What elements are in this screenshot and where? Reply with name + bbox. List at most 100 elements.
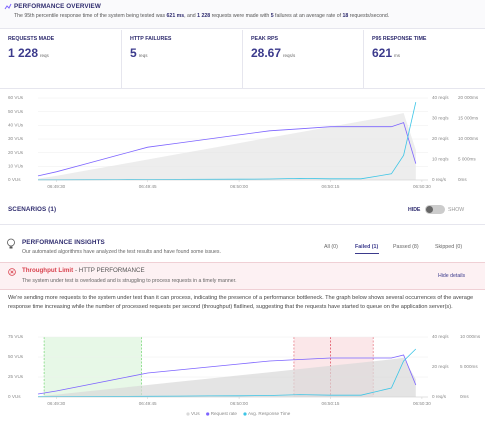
x-tick-label: 06:49:45	[139, 401, 157, 406]
y2-tick-label: 0 req/s	[432, 177, 447, 182]
series-line	[37, 348, 417, 398]
y2-tick-label: 20 req/s	[432, 136, 449, 141]
toggle[interactable]	[425, 205, 445, 214]
legend-label: Avg. Response Time	[248, 411, 291, 416]
overview-title: PERFORMANCE OVERVIEW	[14, 3, 101, 10]
description-text: failures at an average rate of	[273, 13, 343, 19]
y2-tick-label: 40 req/s	[432, 95, 449, 100]
legend-label: VUs	[191, 411, 200, 416]
value: 1 228	[8, 46, 39, 60]
unit: reqs/s	[283, 53, 296, 58]
y2-tick-label: 10 req/s	[432, 157, 449, 162]
metric-label: HTTP FAILURES	[130, 36, 172, 42]
y-tick-label: 10 VUs	[8, 164, 24, 169]
divider	[0, 88, 485, 89]
metric-label: PEAK RPS	[251, 36, 279, 42]
hide-details[interactable]: Hide details	[438, 273, 466, 279]
description-text: requests/second.	[348, 13, 390, 19]
legend-swatch	[186, 412, 190, 416]
issue-heading: Throughput Limit - HTTP PERFORMANCE	[22, 267, 145, 274]
issue-icon	[8, 268, 16, 276]
metric-card: PEAK RPS 28.67 reqs/s	[242, 30, 363, 88]
series-line	[37, 122, 417, 177]
metric-label: REQUESTS MADE	[8, 36, 55, 42]
x-tick-label: 06:50:00	[230, 184, 248, 189]
y3-tick-label: 15 000ms	[458, 116, 479, 121]
description-text: , and	[184, 13, 198, 19]
insights-subtitle: Our automated algorithms have analyzed t…	[22, 249, 221, 255]
overview-chart: 0 VUs 10 VUs 20 VUs 30 VUs 40 VUs 50 VUs 60 VU…	[8, 95, 479, 189]
series-line	[38, 102, 417, 181]
filter-tab[interactable]: Skipped (0)	[435, 244, 463, 250]
insights-icon	[7, 238, 15, 249]
scenarios-title: SCENARIOS (1)	[8, 206, 57, 213]
metric-card: REQUESTS MADE 1 228 reqs	[0, 30, 120, 88]
y-tick-label: 25 VUs	[8, 374, 24, 379]
active-tab-underline	[355, 253, 379, 254]
issue-category: - HTTP PERFORMANCE	[74, 267, 145, 274]
value: 28.67	[251, 46, 282, 60]
description-highlight: 621 ms	[166, 13, 185, 19]
overview-header	[0, 0, 485, 28]
y-tick-label: 30 VUs	[8, 136, 24, 141]
issue-title: Throughput Limit	[22, 267, 74, 274]
y3-tick-label: 5 000ms	[458, 157, 476, 162]
toggle-hide[interactable]: HIDE	[408, 207, 421, 213]
y-tick-label: 50 VUs	[8, 109, 24, 114]
x-tick-label: 06:49:45	[139, 184, 157, 189]
metric-card: P95 RESPONSE TIME 621 ms	[363, 30, 485, 88]
unit: reqs	[138, 53, 148, 58]
series-area	[38, 113, 416, 180]
overview-icon	[4, 3, 12, 10]
metric-value: 1 228 reqs	[8, 46, 49, 60]
description-highlight: 1 228	[197, 13, 211, 19]
y-tick-label: 20 VUs	[8, 150, 24, 155]
legend-swatch	[206, 412, 210, 416]
series-area	[38, 357, 416, 397]
description-text: The 95th percentile response time of the…	[14, 13, 167, 19]
y-tick-label: 60 VUs	[8, 95, 24, 100]
divider	[0, 224, 485, 225]
y3-tick-label: 10 000ms	[458, 136, 479, 141]
legend-label: Request rate	[211, 411, 238, 416]
toggle-show[interactable]: SHOW	[448, 207, 465, 213]
y-tick-label: 0 VUs	[8, 394, 21, 399]
legend-swatch	[243, 412, 247, 416]
y3-tick-label: 10 000ms	[460, 334, 481, 339]
insights-title: PERFORMANCE INSIGHTS	[22, 239, 105, 246]
description-highlight: 5	[270, 13, 274, 19]
y-tick-label: 50 VUs	[8, 354, 24, 359]
y-tick-label: 40 VUs	[8, 123, 24, 128]
series-line	[37, 354, 417, 395]
y2-tick-label: 0 req/s	[432, 394, 447, 399]
x-tick-label: 06:49:30	[47, 401, 65, 406]
y3-tick-label: 0ms	[460, 394, 469, 399]
issue-details: We're sending more requests to the syste…	[8, 295, 474, 310]
x-tick-label: 06:50:00	[230, 401, 248, 406]
value: 5	[130, 46, 137, 60]
y2-tick-label: 20 req/s	[432, 364, 449, 369]
metric-value: 621 ms	[372, 46, 400, 60]
value: 621	[372, 46, 393, 60]
issue-row	[0, 262, 485, 290]
unit: reqs	[40, 53, 49, 58]
x-tick-label: 06:50:15	[322, 184, 340, 189]
description-text: requests were made with	[210, 13, 271, 19]
y2-tick-label: 30 req/s	[432, 116, 449, 121]
metric-value: 5 reqs	[130, 46, 147, 60]
metric-value: 28.67 reqs/s	[251, 46, 295, 60]
filter-tab[interactable]: Passed (8)	[393, 244, 419, 250]
x-tick-label: 06:50:30	[413, 184, 431, 189]
y-tick-label: 0 VUs	[8, 177, 21, 182]
x-tick-label: 06:50:30	[413, 401, 431, 406]
filter-tab[interactable]: Failed (1)	[355, 244, 379, 250]
issue-summary: The system under test is overloaded and …	[22, 278, 237, 284]
y3-tick-label: 20 000ms	[458, 95, 479, 100]
y3-tick-label: 5 000ms	[460, 364, 478, 369]
issue-chart: 0 VUs 25 VUs 50 VUs 75 VUs 0 req/s 20 req/s 40…	[8, 334, 481, 416]
overview-description: The 95th percentile response time of the…	[14, 13, 389, 19]
x-tick-label: 06:49:30	[47, 184, 65, 189]
filter-tab[interactable]: All (0)	[324, 244, 338, 250]
metric-label: P95 RESPONSE TIME	[372, 36, 427, 42]
